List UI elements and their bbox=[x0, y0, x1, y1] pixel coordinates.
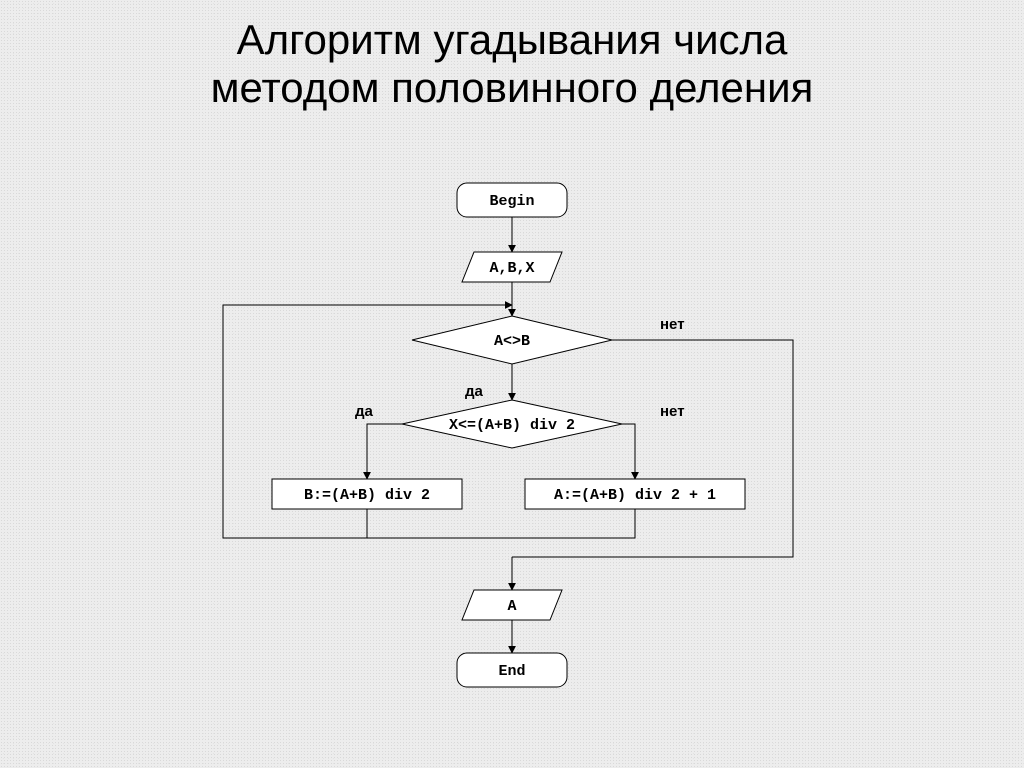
node-text-dec2: X<=(A+B) div 2 bbox=[449, 417, 575, 434]
page-title: Алгоритм угадывания числа методом полови… bbox=[0, 16, 1024, 113]
edge bbox=[367, 509, 512, 538]
node-text-output: A bbox=[507, 598, 516, 615]
node-procB: B:=(A+B) div 2 bbox=[272, 479, 462, 509]
node-input: A,B,X bbox=[462, 252, 562, 282]
edge bbox=[512, 340, 793, 557]
edge bbox=[512, 509, 635, 538]
edge-label: да bbox=[465, 383, 484, 400]
node-output: A bbox=[462, 590, 562, 620]
node-text-dec1: A<>B bbox=[494, 333, 530, 350]
node-text-input: A,B,X bbox=[489, 260, 534, 277]
edge-label: да bbox=[355, 403, 374, 420]
node-begin: Begin bbox=[457, 183, 567, 217]
node-text-begin: Begin bbox=[489, 193, 534, 210]
edge bbox=[367, 424, 402, 479]
edge bbox=[622, 424, 635, 479]
node-dec2: X<=(A+B) div 2 bbox=[402, 400, 622, 448]
node-procA: A:=(A+B) div 2 + 1 bbox=[525, 479, 745, 509]
edge-label: нет bbox=[660, 316, 685, 333]
node-end: End bbox=[457, 653, 567, 687]
flowchart: Begin A,B,X A<>B X<=(A+B) div 2 B:=(A+B) div… bbox=[0, 0, 1024, 768]
node-text-procB: B:=(A+B) div 2 bbox=[304, 487, 430, 504]
node-text-procA: A:=(A+B) div 2 + 1 bbox=[554, 487, 716, 504]
title-line-2: методом половинного деления bbox=[211, 64, 814, 111]
edge-label: нет bbox=[660, 403, 685, 420]
node-text-end: End bbox=[498, 663, 525, 680]
node-dec1: A<>B bbox=[412, 316, 612, 364]
title-line-1: Алгоритм угадывания числа bbox=[237, 16, 788, 63]
